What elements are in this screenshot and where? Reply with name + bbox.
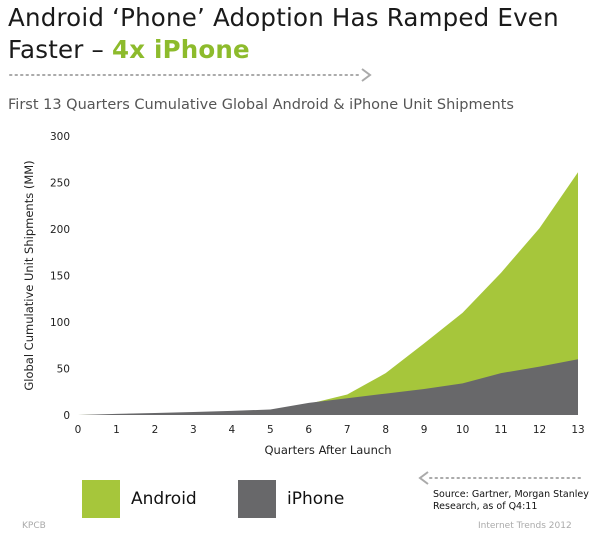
chart-title: First 13 Quarters Cumulative Global Andr… bbox=[8, 97, 514, 113]
x-tick-label: 10 bbox=[456, 424, 469, 436]
footer-left: KPCB bbox=[22, 521, 46, 531]
footer-right: Internet Trends 2012 bbox=[478, 521, 572, 531]
y-tick-label: 50 bbox=[57, 364, 70, 376]
y-tick-label: 250 bbox=[50, 178, 70, 190]
legend-android-label: Android bbox=[131, 489, 197, 509]
x-tick-label: 0 bbox=[75, 424, 82, 436]
bottom-dotted-arrow-icon bbox=[418, 471, 583, 485]
x-ticks: 0 1 2 3 4 5 6 7 8 9 10 11 12 13 bbox=[75, 424, 585, 436]
top-dotted-arrow-icon bbox=[9, 68, 372, 82]
source-note-line-2: Research, as of Q4:11 bbox=[433, 501, 537, 512]
x-tick-label: 2 bbox=[152, 424, 159, 436]
x-tick-label: 8 bbox=[382, 424, 389, 436]
y-ticks: 0 50 100 150 200 250 300 bbox=[50, 131, 70, 422]
area-android bbox=[78, 172, 578, 415]
x-axis-label: Quarters After Launch bbox=[265, 443, 392, 457]
x-tick-label: 1 bbox=[113, 424, 120, 436]
headline-line-2: Faster – 4x iPhone bbox=[8, 34, 583, 66]
headline-line-2-prefix: Faster – bbox=[8, 35, 112, 64]
legend-android-swatch bbox=[82, 480, 120, 518]
area-iphone bbox=[78, 359, 578, 415]
plot-areas bbox=[78, 172, 578, 415]
y-tick-label: 150 bbox=[50, 271, 70, 283]
x-tick-label: 13 bbox=[571, 424, 584, 436]
headline-line-1: Android ‘Phone’ Adoption Has Ramped Even bbox=[8, 3, 559, 32]
x-tick-label: 9 bbox=[421, 424, 428, 436]
x-tick-label: 3 bbox=[190, 424, 197, 436]
source-note-line-1: Source: Gartner, Morgan Stanley bbox=[433, 489, 589, 500]
legend-iphone-swatch bbox=[238, 480, 276, 518]
headline: Android ‘Phone’ Adoption Has Ramped Even… bbox=[8, 2, 583, 66]
y-tick-label: 200 bbox=[50, 224, 70, 236]
y-tick-label: 0 bbox=[63, 410, 70, 422]
x-tick-label: 7 bbox=[344, 424, 351, 436]
headline-accent: 4x iPhone bbox=[112, 35, 250, 64]
x-tick-label: 12 bbox=[533, 424, 546, 436]
y-tick-label: 100 bbox=[50, 317, 70, 329]
x-tick-label: 5 bbox=[267, 424, 274, 436]
legend: Android iPhone bbox=[82, 480, 344, 518]
x-tick-label: 11 bbox=[494, 424, 507, 436]
y-tick-label: 300 bbox=[50, 131, 70, 143]
y-axis-label: Global Cumulative Unit Shipments (MM) bbox=[22, 160, 36, 390]
legend-iphone-label: iPhone bbox=[287, 489, 344, 509]
x-tick-label: 4 bbox=[229, 424, 236, 436]
x-tick-label: 6 bbox=[305, 424, 312, 436]
